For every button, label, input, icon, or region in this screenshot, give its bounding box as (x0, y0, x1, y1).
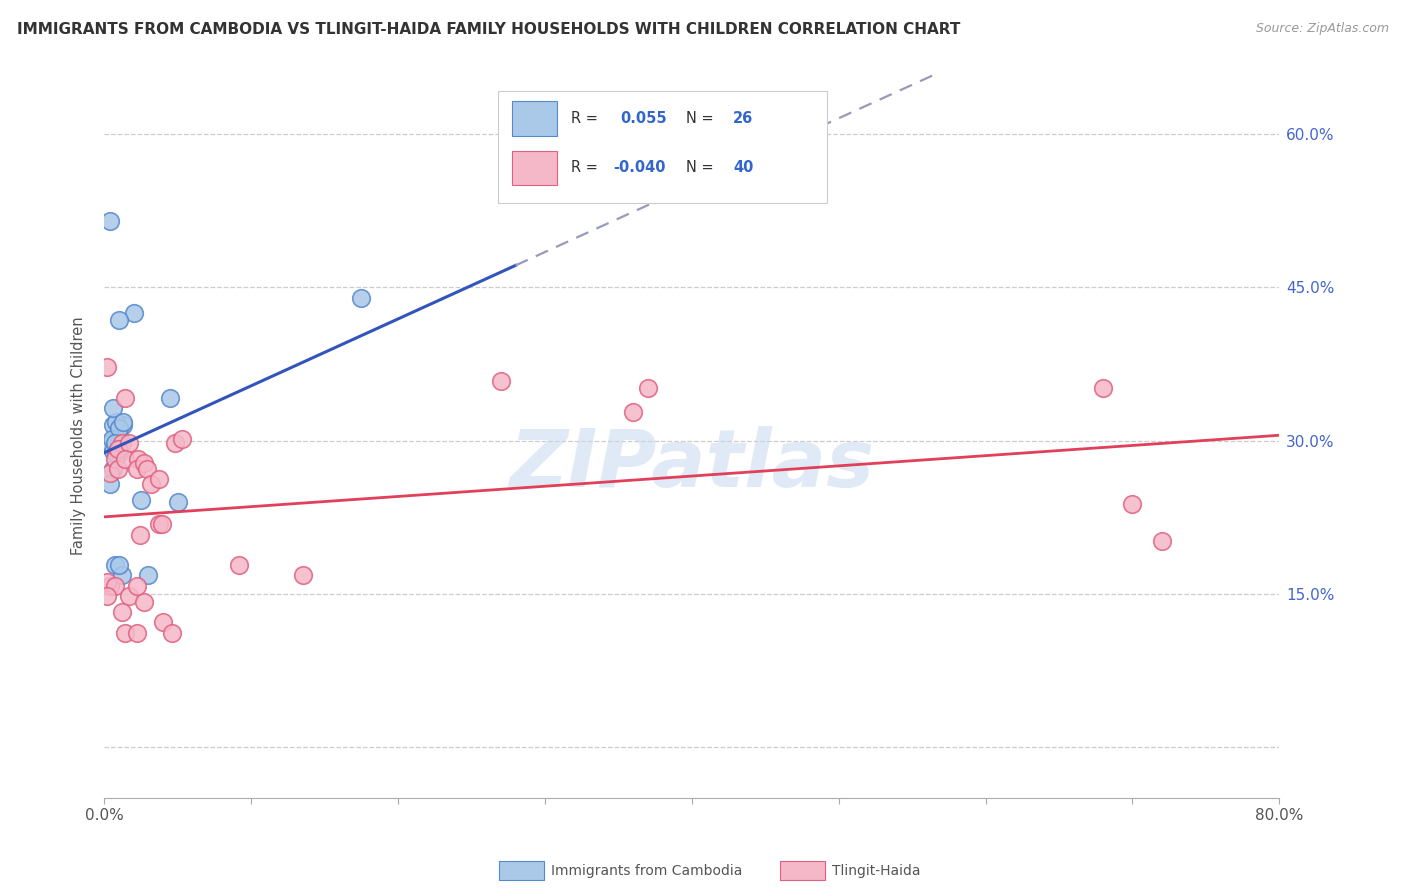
Point (114, 625, 136, 640)
Point (166, 495, 188, 509)
Point (127, 452, 149, 467)
Y-axis label: Family Households with Children: Family Households with Children (72, 316, 86, 555)
Point (132, 456, 155, 470)
Point (96, 574, 118, 589)
Bar (512, 151, 557, 186)
Point (111, 605, 134, 619)
Point (98, 476, 121, 491)
Point (135, 462, 157, 476)
Point (125, 625, 148, 640)
Bar (512, 102, 557, 136)
Point (1092, 380, 1115, 394)
Text: -0.040: -0.040 (613, 161, 665, 176)
Point (103, 452, 125, 467)
Point (129, 492, 152, 507)
Point (150, 517, 173, 532)
Point (163, 435, 186, 450)
Point (105, 446, 128, 460)
Point (118, 589, 141, 603)
Point (114, 391, 136, 405)
Text: 40: 40 (733, 161, 754, 176)
Text: N =: N = (686, 112, 718, 126)
Point (96, 589, 118, 603)
Point (101, 443, 124, 458)
Point (1121, 497, 1143, 511)
Text: 0.055: 0.055 (620, 112, 666, 126)
Text: R =: R = (571, 161, 602, 176)
Point (621, 405, 644, 419)
Point (101, 462, 124, 476)
Point (148, 472, 170, 486)
Point (637, 380, 659, 394)
Point (350, 291, 373, 305)
Point (291, 568, 314, 582)
Text: Tlingit-Haida: Tlingit-Haida (832, 863, 921, 878)
Point (101, 418, 124, 433)
Point (111, 568, 134, 582)
Point (148, 517, 170, 532)
Text: ZIPatlas: ZIPatlas (509, 425, 875, 503)
Point (111, 435, 134, 450)
Point (132, 595, 155, 609)
Point (125, 462, 148, 476)
Point (114, 452, 136, 467)
Point (118, 435, 141, 450)
Point (128, 527, 150, 541)
Point (98, 579, 121, 593)
Point (108, 313, 131, 327)
Point (1150, 533, 1173, 548)
Point (125, 579, 148, 593)
Point (141, 476, 163, 491)
Point (98, 467, 121, 481)
Point (112, 415, 135, 429)
Point (159, 391, 181, 405)
Point (98, 214, 121, 228)
Point (112, 418, 135, 433)
Point (101, 401, 124, 415)
Text: R =: R = (571, 112, 602, 126)
Text: N =: N = (686, 161, 718, 176)
Point (103, 558, 125, 573)
Point (152, 615, 174, 630)
Text: Immigrants from Cambodia: Immigrants from Cambodia (551, 863, 742, 878)
Point (100, 432, 122, 446)
Text: Source: ZipAtlas.com: Source: ZipAtlas.com (1256, 22, 1389, 36)
FancyBboxPatch shape (498, 91, 827, 203)
Point (107, 442, 129, 456)
Point (103, 579, 125, 593)
Point (108, 421, 131, 435)
Point (108, 428, 131, 442)
Point (172, 432, 194, 446)
Point (96, 360, 118, 375)
Point (103, 435, 125, 450)
Point (107, 462, 129, 476)
Point (228, 558, 250, 573)
Point (108, 558, 131, 573)
Text: IMMIGRANTS FROM CAMBODIA VS TLINGIT-HAIDA FAMILY HOUSEHOLDS WITH CHILDREN CORREL: IMMIGRANTS FROM CAMBODIA VS TLINGIT-HAID… (17, 22, 960, 37)
Point (160, 625, 183, 640)
Text: 26: 26 (733, 112, 754, 126)
Point (122, 306, 145, 320)
Point (98, 435, 121, 450)
Point (489, 375, 512, 389)
Point (138, 568, 160, 582)
Point (105, 415, 128, 429)
Point (108, 446, 131, 460)
